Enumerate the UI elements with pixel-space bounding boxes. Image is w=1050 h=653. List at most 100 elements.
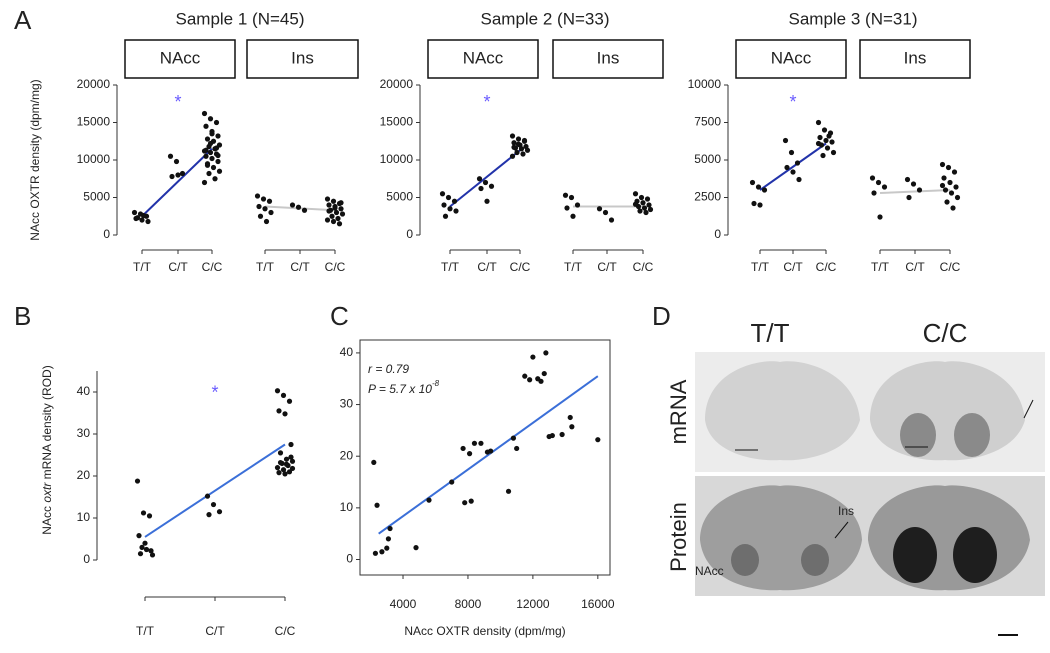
data-point: [441, 202, 447, 208]
data-point: [134, 215, 141, 221]
data-point: [387, 525, 393, 532]
data-point: [210, 164, 217, 171]
data-point: [761, 187, 768, 193]
panel-letter: A: [14, 5, 32, 35]
data-point: [288, 454, 294, 460]
data-point: [442, 213, 449, 219]
data-point: [538, 378, 544, 384]
data-point: [790, 169, 796, 175]
data-point: [204, 136, 211, 142]
x-tick-label: C/T: [168, 260, 188, 274]
data-point: [329, 213, 335, 219]
y-tick-label: 20: [77, 468, 91, 482]
data-point: [203, 153, 209, 159]
sample-title: Sample 3 (N=31): [789, 9, 918, 28]
x-tick-label: 8000: [455, 597, 482, 611]
facet-title: Ins: [904, 48, 927, 67]
facet-title: NAcc: [463, 48, 504, 67]
data-point: [262, 206, 268, 212]
stat-p: P = 5.7 x 10-8: [368, 379, 440, 396]
data-point: [324, 217, 331, 223]
sample-title: Sample 1 (N=45): [176, 9, 305, 28]
x-tick-label: C/C: [325, 260, 346, 274]
data-point: [505, 488, 512, 494]
x-tick-label: C/T: [205, 624, 225, 638]
fit-line: [144, 443, 286, 538]
data-point: [268, 209, 274, 216]
plot-frame: [359, 339, 611, 576]
y-tick-label: 15000: [77, 115, 111, 129]
y-axis-label-part: mRNA density (ROD): [40, 365, 54, 482]
data-point: [478, 440, 484, 446]
x-tick-label: C/T: [290, 260, 310, 274]
data-point: [338, 200, 344, 206]
data-point: [136, 533, 142, 539]
data-point: [330, 218, 337, 225]
stat-r: r = 0.79: [368, 362, 409, 376]
data-point: [277, 459, 284, 466]
data-point: [257, 213, 264, 219]
data-point: [216, 168, 223, 174]
data-point: [941, 175, 947, 181]
facet-box: [859, 39, 971, 79]
x-tick-label: T/T: [871, 260, 890, 274]
data-point: [332, 205, 338, 211]
y-tick-label: 40: [77, 384, 91, 398]
y-tick-label: 0: [346, 552, 353, 566]
data-point: [875, 179, 882, 186]
data-point: [522, 373, 528, 379]
data-point: [788, 149, 795, 156]
data-point: [288, 441, 294, 448]
data-point: [384, 545, 390, 551]
y-tick-label: 10000: [77, 152, 111, 166]
data-point: [939, 182, 946, 189]
data-point: [451, 198, 458, 204]
data-point: [256, 203, 262, 210]
data-point: [209, 131, 215, 137]
y-axis-label-part: NAcc: [40, 503, 54, 535]
data-point: [206, 512, 212, 518]
data-point: [906, 194, 912, 201]
data-point: [213, 145, 220, 151]
data-point: [830, 149, 837, 156]
data-point: [596, 206, 603, 212]
data-point: [476, 176, 483, 182]
data-point: [518, 146, 525, 152]
data-point: [289, 202, 296, 208]
y-axis-label: NAcc OXTR density (dpm/mg): [28, 79, 42, 240]
y-tick-label: 30: [77, 426, 91, 440]
data-point: [543, 350, 549, 356]
y-tick-label: 10: [77, 510, 91, 524]
y-axis-label: NAcc oxtr mRNA density (ROD): [40, 365, 54, 534]
data-point: [574, 202, 581, 208]
data-point: [206, 170, 212, 177]
x-tick-label: T/T: [136, 624, 155, 638]
x-tick-label: T/T: [441, 260, 460, 274]
data-point: [283, 461, 290, 467]
data-point: [877, 214, 883, 220]
stat-p-exponent: -8: [432, 379, 440, 388]
data-point: [283, 456, 290, 462]
data-point: [462, 500, 468, 506]
data-point: [280, 467, 287, 473]
data-point: [203, 123, 209, 129]
significance-marker: *: [789, 92, 796, 112]
data-point: [215, 158, 221, 165]
data-point: [280, 392, 287, 398]
x-tick-label: C/T: [783, 260, 803, 274]
data-point: [647, 206, 654, 213]
data-point: [817, 134, 823, 141]
panel-letter: C: [330, 301, 349, 331]
data-point: [638, 194, 645, 201]
data-point: [137, 551, 144, 557]
data-point: [562, 192, 569, 198]
data-point: [820, 152, 826, 159]
data-point: [173, 158, 180, 165]
fit-line: [879, 189, 951, 194]
y-tick-label: 20000: [77, 77, 111, 91]
x-tick-label: T/T: [751, 260, 770, 274]
data-point: [749, 179, 756, 186]
facet-title: NAcc: [160, 48, 201, 67]
sample-title: Sample 2 (N=33): [481, 9, 610, 28]
data-point: [524, 147, 531, 153]
